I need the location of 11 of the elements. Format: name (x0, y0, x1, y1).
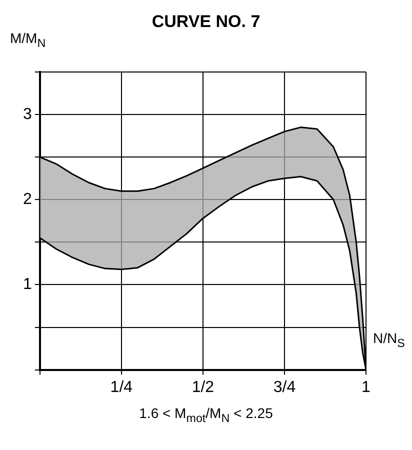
x-tick-label: 1/2 (192, 378, 214, 396)
x-tick-label: 1 (362, 378, 371, 396)
x-tick-label: 1/4 (110, 378, 133, 396)
x-axis-title: N/N$_{S}$ (373, 330, 405, 352)
y-tick-label: 1 (22, 276, 32, 294)
y-axis-title: M/M$_{N}$ (10, 30, 46, 52)
text: 1.6 < M$_{mot}$/M$_{N}$ < 2.25 (139, 405, 273, 425)
y-tick-label: 3 (22, 106, 32, 123)
chart-title: CURVE NO. 7 (152, 12, 260, 31)
x-tick-label: 3/4 (273, 378, 296, 396)
y-tick-label: 2 (22, 191, 32, 208)
